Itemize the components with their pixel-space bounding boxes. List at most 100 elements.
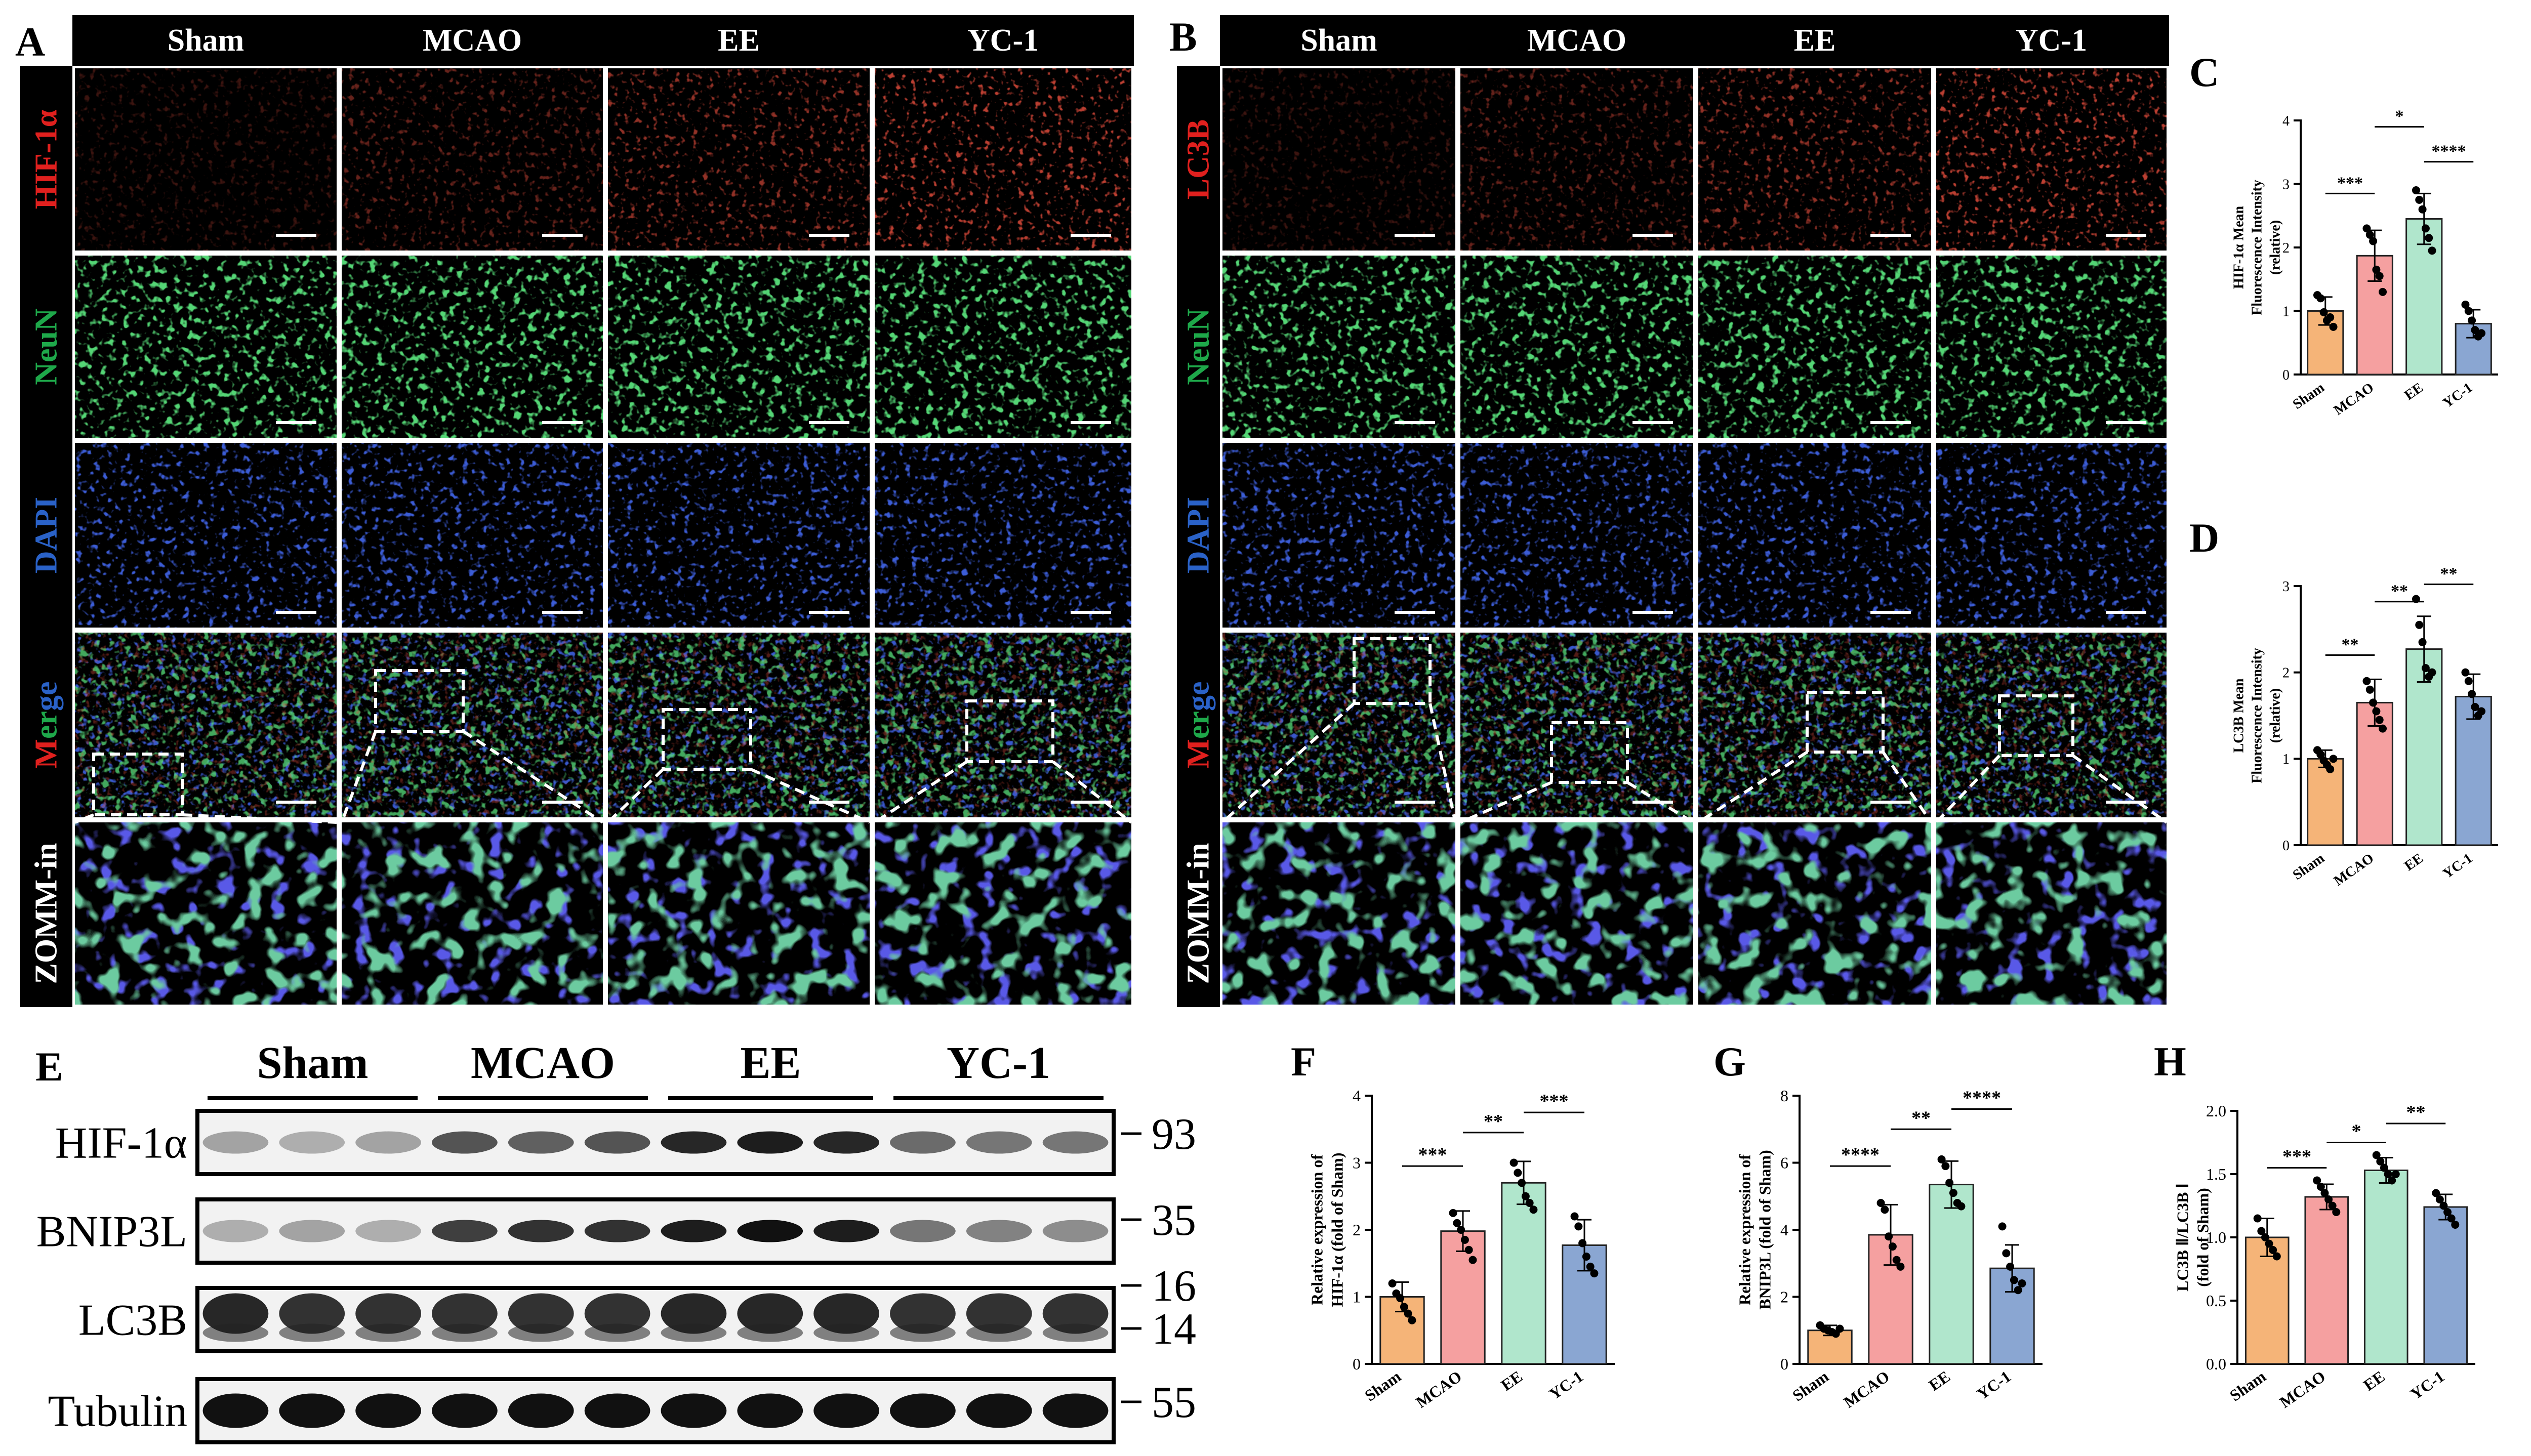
blot-band <box>202 1393 269 1428</box>
blot-group-yc-1: YC-1 <box>947 1038 1050 1088</box>
blot-band <box>584 1131 650 1154</box>
data-point <box>2379 287 2387 296</box>
data-point <box>2372 707 2381 716</box>
x-tick-label-ee: EE <box>2360 1367 2388 1394</box>
blot-group-sham: Sham <box>257 1038 368 1088</box>
blot-strip-hif1 <box>195 1109 1116 1176</box>
x-tick-label-mcao: MCAO <box>2331 380 2377 418</box>
data-point <box>2477 329 2486 338</box>
sig-label: ** <box>1484 1111 1503 1132</box>
image-A-red-yc-1 <box>875 68 1131 251</box>
data-point <box>2461 668 2470 677</box>
y-tick-label: 3 <box>2282 579 2290 595</box>
image-B-merge-mcao <box>1460 633 1693 817</box>
data-point <box>2421 224 2430 233</box>
zoom-box <box>1550 721 1629 784</box>
blot-protein-tubulin: Tubulin <box>48 1387 187 1436</box>
blot-band <box>355 1323 421 1342</box>
data-point <box>1521 1192 1530 1200</box>
image-A-merge-sham <box>75 633 337 817</box>
data-point <box>2018 1279 2026 1287</box>
x-tick-label-sham: Sham <box>1361 1367 1404 1405</box>
image-A-zoom-mcao <box>342 822 603 1005</box>
x-tick-label-mcao: MCAO <box>1840 1367 1893 1411</box>
y-tick-label: 2.0 <box>2206 1102 2226 1120</box>
y-axis-label: HIF-1α Mean <box>2231 206 2247 289</box>
image-A-green-yc-1 <box>875 256 1131 438</box>
panel-letter-h: H <box>2154 1038 2186 1085</box>
chart-D: 0 1 2 3 LC3B Mean Fluorescence Intensity (rela… <box>2231 565 2498 889</box>
data-point <box>1574 1222 1583 1231</box>
data-point <box>1937 1155 1946 1163</box>
sig-label: **** <box>2432 142 2466 161</box>
data-point <box>2324 1195 2333 1203</box>
data-point <box>2332 1208 2341 1216</box>
image-A-blue-sham <box>75 443 337 628</box>
y-axis-label: (relative) <box>2268 688 2283 743</box>
zoom-line <box>1428 703 1457 823</box>
sig-label: * <box>2352 1121 2361 1142</box>
blot-band <box>661 1323 727 1342</box>
blot-band <box>1042 1293 1109 1334</box>
blot-band <box>432 1323 498 1342</box>
data-point <box>2329 755 2338 763</box>
panel-B: Sham MCAO EE YC-1 LC3B NeuN DAPI Merge ZOMM-in <box>1177 15 2169 1007</box>
sig-label: **** <box>1841 1144 1880 1166</box>
data-point <box>2372 1151 2381 1159</box>
row-label-B-lc3b: LC3B <box>1181 119 1216 199</box>
y-axis-label: LC3B Mean <box>2231 678 2247 753</box>
data-point <box>1586 1262 1595 1271</box>
zoom-line <box>1459 781 1553 824</box>
data-point <box>1468 1256 1477 1264</box>
blot-marker-35: 35 <box>1152 1196 1196 1245</box>
blot-band <box>737 1220 803 1242</box>
data-point <box>2379 724 2387 733</box>
panel-A: Sham MCAO EE YC-1 HIF-1α NeuN DAPI Merge ZOMM-in <box>20 15 1134 1007</box>
panel-letter-g: G <box>1713 1038 1746 1085</box>
data-point <box>2464 307 2473 315</box>
data-point <box>1881 1205 1889 1214</box>
y-tick-label: 1.0 <box>2206 1228 2226 1246</box>
data-point <box>1885 1232 1893 1241</box>
blot-band <box>432 1393 498 1428</box>
x-tick-label-ee: EE <box>1925 1367 1953 1394</box>
row-label-A-dapi: DAPI <box>29 497 64 574</box>
blot-band <box>355 1220 421 1242</box>
bar-ee <box>1929 1184 1974 1365</box>
blot-band <box>966 1323 1032 1342</box>
blot-marker-16: 16 <box>1152 1262 1196 1311</box>
sig-label: *** <box>1418 1144 1447 1166</box>
row-label-B-merge: Merge <box>1181 681 1216 768</box>
zoom-box <box>1806 691 1885 754</box>
data-point <box>2320 1189 2329 1197</box>
y-axis-label: LC3B Ⅱ/LC3B Ⅰ <box>2174 1183 2192 1292</box>
bar-sham <box>2244 1236 2290 1365</box>
zoom-line <box>182 813 337 824</box>
header-A-sham: Sham <box>168 23 244 58</box>
data-point <box>1945 1179 1954 1187</box>
x-tick-label-yc-1: YC-1 <box>1974 1367 2014 1403</box>
y-tick-label: 4 <box>2282 113 2290 129</box>
data-point <box>2326 765 2335 773</box>
data-point <box>2443 1208 2452 1216</box>
image-B-red-sham <box>1222 68 1455 251</box>
blot-band <box>661 1131 727 1154</box>
sig-label: * <box>2395 107 2404 126</box>
x-tick-label-sham: Sham <box>2290 380 2328 412</box>
blot-band <box>508 1393 574 1428</box>
blot-band <box>432 1131 498 1154</box>
data-point <box>1892 1256 1901 1264</box>
image-B-green-mcao <box>1460 256 1693 438</box>
data-point <box>2326 313 2335 322</box>
zoom-line <box>1052 760 1132 824</box>
image-A-green-mcao <box>342 256 603 438</box>
y-tick-label: 4 <box>1353 1087 1361 1105</box>
data-point <box>2412 186 2420 195</box>
data-point <box>2369 698 2378 707</box>
row-label-A-neun: NeuN <box>29 308 64 385</box>
image-A-zoom-sham <box>75 822 337 1005</box>
x-tick-label-ee: EE <box>2401 850 2426 874</box>
data-point <box>2415 195 2424 204</box>
y-tick-label: 1 <box>2282 304 2290 319</box>
data-point <box>1998 1222 2007 1231</box>
